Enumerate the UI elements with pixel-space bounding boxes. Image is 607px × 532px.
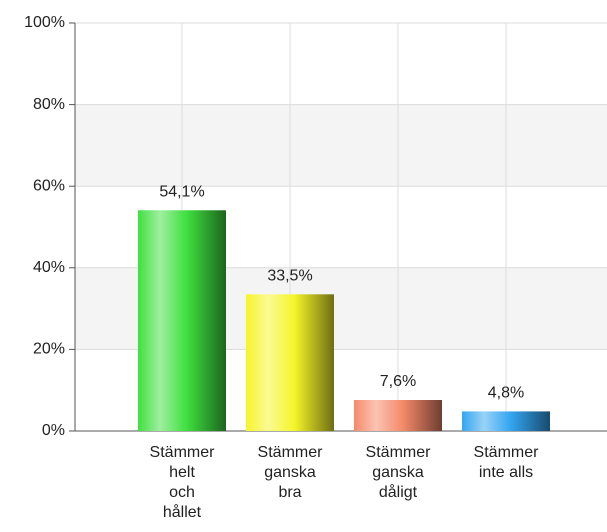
- x-tick-label: Stämmer ganska dåligt: [365, 444, 431, 501]
- value-label: 54,1%: [159, 183, 204, 200]
- y-tick-label: 80%: [33, 96, 65, 113]
- x-tick-label: Stämmer helt och hållet: [149, 444, 215, 521]
- bar: [462, 411, 550, 431]
- y-tick-label: 100%: [24, 14, 65, 31]
- y-tick-label: 20%: [33, 341, 65, 358]
- x-tick-label: Stämmer inte alls: [473, 444, 539, 481]
- y-tick-label: 0%: [42, 422, 65, 439]
- bar: [138, 210, 226, 431]
- value-label: 4,8%: [488, 385, 524, 402]
- bar: [354, 399, 442, 431]
- x-tick-label: Stämmer ganska bra: [257, 444, 323, 501]
- value-label: 7,6%: [380, 373, 416, 390]
- value-label: 33,5%: [267, 268, 312, 285]
- grid-band: [75, 104, 607, 187]
- bar: [246, 294, 334, 431]
- y-tick-label: 60%: [33, 177, 65, 194]
- y-tick-label: 40%: [33, 259, 65, 276]
